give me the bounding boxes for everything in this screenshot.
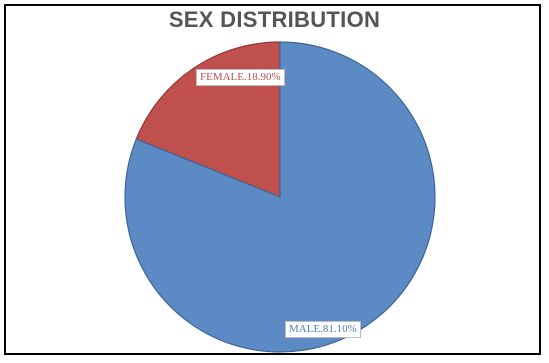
data-label-female: FEMALE.18.90% [196,69,285,86]
chart-title: SEX DISTRIBUTION [168,7,381,32]
data-label-male: MALE.81.10% [285,321,361,338]
pie-slice-male [124,41,436,353]
